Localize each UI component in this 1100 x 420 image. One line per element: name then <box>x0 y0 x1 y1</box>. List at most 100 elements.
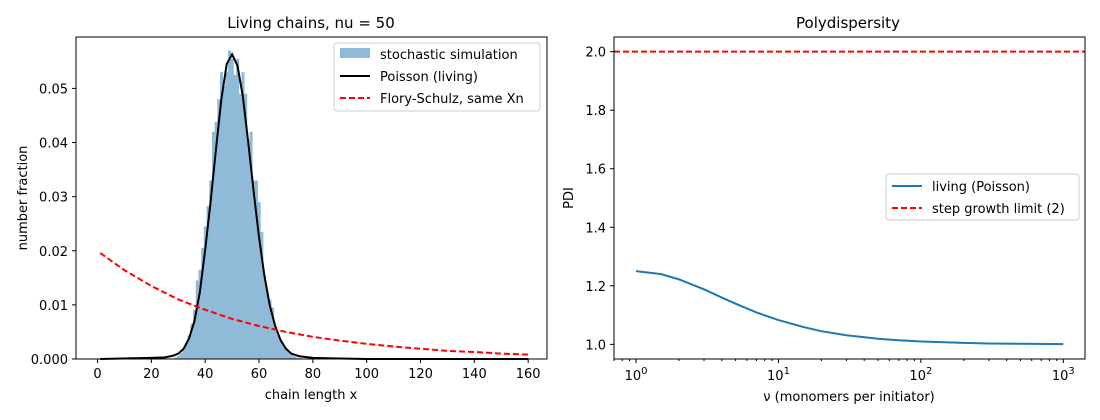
histogram-bar <box>211 131 215 359</box>
x-tick-label: 140 <box>462 367 487 382</box>
left-series-lines <box>99 52 529 360</box>
left-x-axis-ticks: 0 20 40 60 80 100 120 140 160 <box>93 359 541 382</box>
x-tick-label: 80 <box>305 367 322 382</box>
histogram-bar <box>238 93 242 359</box>
histogram-bar <box>230 58 234 359</box>
y-tick-label: 0.04 <box>39 137 68 152</box>
y-tick-label: 1.8 <box>585 104 606 119</box>
histogram-bar <box>228 50 232 359</box>
left-legend: stochastic simulation Poisson (living) F… <box>333 42 541 112</box>
right-x-axis-ticks: 100 101 102 103 <box>613 359 1075 384</box>
histogram-bar <box>254 180 258 359</box>
histogram-bar <box>176 355 180 359</box>
right-legend: living (Poisson) step growth limit (2) <box>885 173 1080 221</box>
legend-label-living: living (Poisson) <box>932 180 1030 195</box>
histogram-bar <box>217 99 221 359</box>
histogram-bar <box>187 335 191 359</box>
left-y-axis-ticks: 0.000 0.01 0.02 0.03 0.04 0.05 <box>31 82 76 368</box>
histogram-bar <box>271 307 275 359</box>
left-legend-box <box>333 42 541 112</box>
histogram-bar <box>236 58 240 359</box>
x-tick-label: 40 <box>197 367 214 382</box>
legend-label-poisson: Poisson (living) <box>380 70 478 85</box>
x-tick-label: 101 <box>767 366 790 384</box>
histogram-bar <box>214 121 218 359</box>
histogram-bar <box>182 349 186 359</box>
histogram-bars <box>174 50 310 360</box>
poisson-curve <box>100 52 529 360</box>
left-chart-panel: Living chains, nu = 50 0 20 40 60 80 100 120 14… <box>16 14 548 403</box>
legend-label-flory-schulz: Flory-Schulz, same Xn <box>380 92 524 107</box>
histogram-bar <box>295 357 299 359</box>
histogram-bar <box>209 180 213 359</box>
histogram-bar <box>249 131 253 359</box>
x-tick-label: 0 <box>93 367 101 382</box>
histogram-bar <box>260 231 264 359</box>
histogram-bar <box>279 340 283 359</box>
histogram-bar <box>190 323 194 359</box>
histogram-bar <box>241 72 245 360</box>
y-tick-label: 0.05 <box>39 82 68 97</box>
histogram-bar <box>268 299 272 359</box>
x-tick-label: 160 <box>516 367 541 382</box>
x-tick-label: 120 <box>408 367 433 382</box>
right-series-lines <box>614 50 1085 346</box>
histogram-bar <box>193 309 197 359</box>
right-legend-box <box>885 173 1080 221</box>
histogram-bar <box>219 72 223 360</box>
y-tick-label: 1.6 <box>585 163 606 178</box>
y-tick-label: 2.0 <box>585 46 606 61</box>
y-tick-label: 1.2 <box>585 280 606 295</box>
x-tick-label: 100 <box>625 366 648 384</box>
histogram-bar <box>273 326 277 359</box>
histogram-bar <box>265 291 269 359</box>
histogram-bar <box>225 72 229 360</box>
left-plot-frame <box>75 36 548 360</box>
y-tick-label: 0.000 <box>31 353 68 368</box>
y-tick-label: 1.0 <box>585 338 606 353</box>
x-tick-label: 20 <box>143 367 160 382</box>
histogram-bar <box>195 280 199 359</box>
histogram-bar <box>276 334 280 359</box>
histogram-bar <box>179 353 183 359</box>
histogram-bar <box>284 349 288 359</box>
histogram-bar <box>257 202 261 359</box>
right-y-axis-ticks: 1.0 1.2 1.4 1.6 1.8 2.0 <box>585 46 614 353</box>
living-pdi-curve <box>635 270 1064 346</box>
histogram-bar <box>244 93 248 359</box>
histogram-bar <box>201 248 205 359</box>
legend-label-step-growth: step growth limit (2) <box>932 202 1065 217</box>
left-chart-title: Living chains, nu = 50 <box>227 14 395 32</box>
histogram-bar <box>203 226 207 359</box>
right-y-axis-label: PDI <box>562 187 577 209</box>
histogram-bar <box>263 275 267 359</box>
histogram-bar <box>206 205 210 359</box>
right-x-axis-label: ν (monomers per initiator) <box>763 390 935 405</box>
left-y-axis-label: number fraction <box>16 146 31 251</box>
x-tick-label: 103 <box>1052 366 1075 384</box>
y-tick-label: 0.02 <box>39 245 68 260</box>
flory-schulz-curve <box>99 252 529 356</box>
histogram-bar <box>222 85 226 360</box>
x-tick-label: 100 <box>354 367 379 382</box>
histogram-bar <box>298 357 302 359</box>
right-plot-frame <box>613 36 1086 360</box>
histogram-bar <box>233 74 237 359</box>
histogram-bar <box>185 343 188 359</box>
right-chart-panel: Polydispersity 100 101 102 103 1.0 1.2 1.4 1.6… <box>562 14 1086 405</box>
legend-label-histogram: stochastic simulation <box>380 48 518 63</box>
x-tick-label: 102 <box>909 366 932 384</box>
right-chart-title: Polydispersity <box>796 14 900 32</box>
histogram-bar <box>292 356 296 359</box>
histogram-bar <box>287 352 291 359</box>
histogram-bar <box>252 180 256 359</box>
histogram-bar <box>174 357 178 359</box>
histogram-bar <box>289 354 293 359</box>
y-tick-label: 0.01 <box>39 299 68 314</box>
y-tick-label: 1.4 <box>585 221 606 236</box>
legend-swatch-histogram <box>340 48 370 58</box>
histogram-bar <box>246 139 250 359</box>
histogram-bar <box>198 269 202 359</box>
histogram-bar <box>281 345 285 359</box>
